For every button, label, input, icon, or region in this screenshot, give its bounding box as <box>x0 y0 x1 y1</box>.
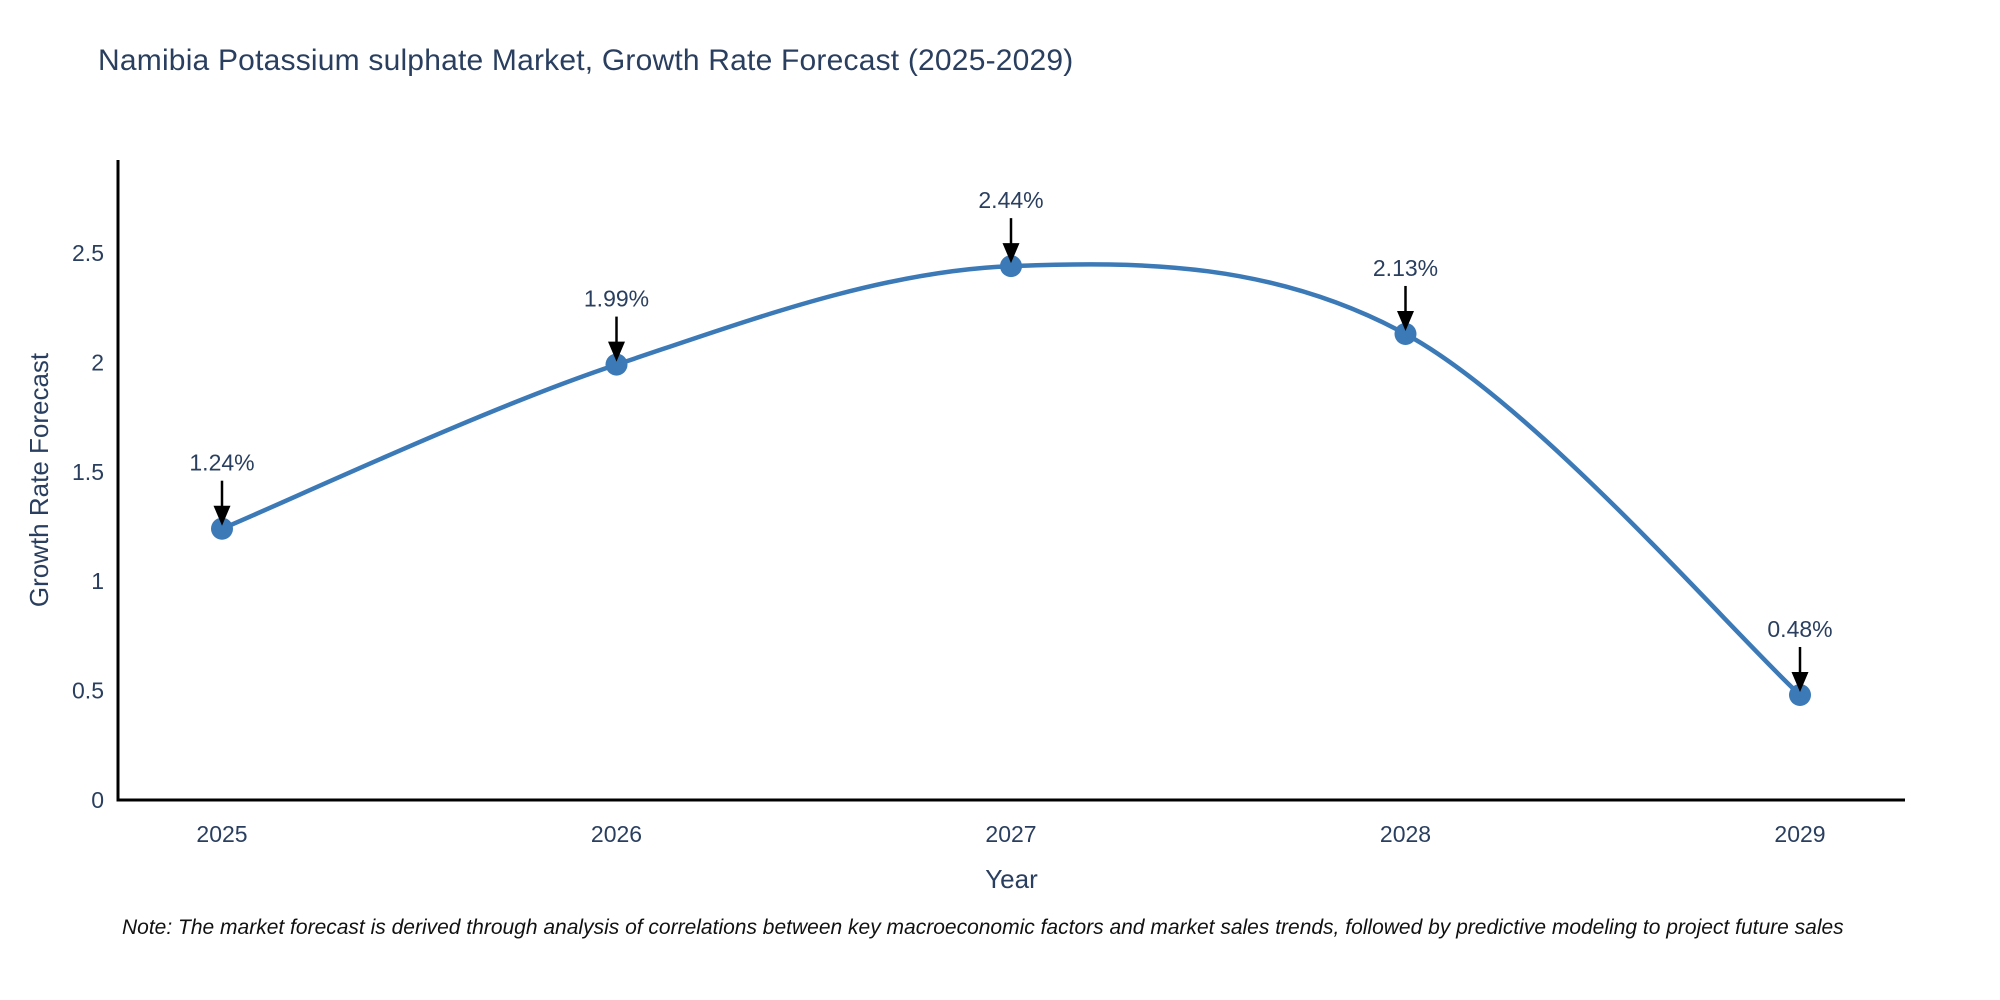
y-tick-label: 0.5 <box>72 678 104 704</box>
x-tick-label: 2027 <box>985 821 1036 847</box>
annotation-label: 2.44% <box>978 187 1043 213</box>
annotation-label: 1.24% <box>189 450 254 476</box>
data-point-marker <box>211 517 233 540</box>
annotation-arrowhead <box>608 341 625 362</box>
y-tick-label: 1.5 <box>72 459 104 485</box>
x-tick-label: 2028 <box>1380 821 1431 847</box>
trend-line <box>219 262 1803 698</box>
annotation-arrowhead <box>213 505 231 526</box>
chart-title: Namibia Potassium sulphate Market, Growt… <box>98 44 1074 77</box>
y-axis-title: Growth Rate Forecast <box>24 352 54 607</box>
annotation-label: 2.13% <box>1373 255 1438 281</box>
footnote: Note: The market forecast is derived thr… <box>122 916 1844 939</box>
annotation-arrowhead <box>1791 671 1809 692</box>
x-tick-label: 2026 <box>591 821 642 847</box>
annotation-label: 0.48% <box>1767 616 1832 642</box>
annotation-label: 1.99% <box>584 286 649 312</box>
data-point-marker <box>1394 322 1417 345</box>
data-point-marker <box>1000 255 1022 278</box>
x-tick-label: 2029 <box>1774 821 1825 847</box>
y-tick-label: 2.5 <box>72 240 104 266</box>
y-tick-label: 0 <box>91 787 104 813</box>
y-tick-label: 1 <box>91 568 104 594</box>
x-tick-label: 2025 <box>196 821 247 847</box>
x-axis-title: Year <box>985 864 1038 894</box>
data-point-marker <box>1789 683 1811 706</box>
annotation-arrowhead <box>1002 243 1020 264</box>
data-point-marker <box>605 353 628 376</box>
y-tick-label: 2 <box>91 349 104 375</box>
annotation-arrowhead <box>1397 310 1414 331</box>
